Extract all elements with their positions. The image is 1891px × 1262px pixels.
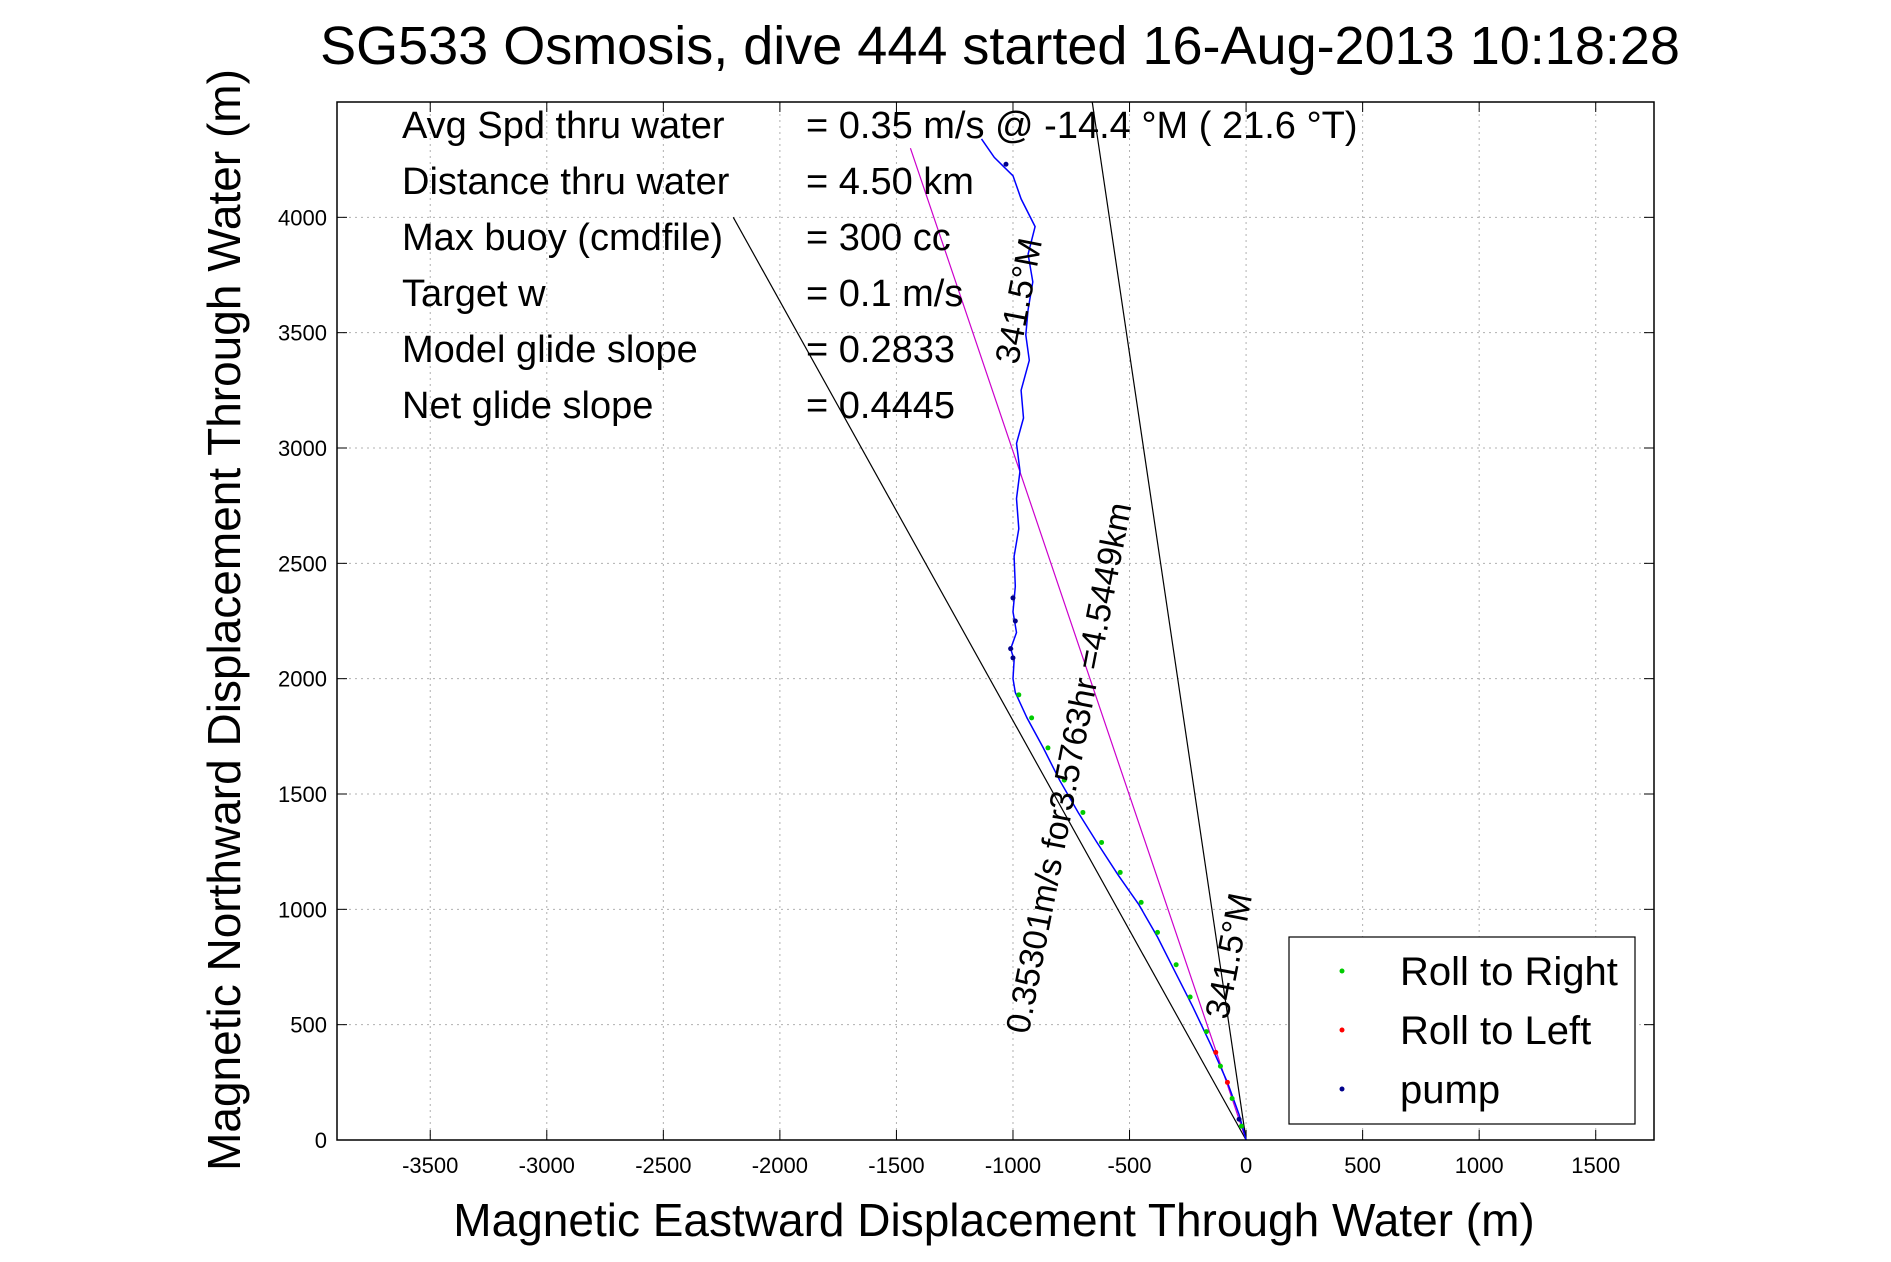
roll-to-right-point (1080, 809, 1086, 815)
y-tick-label: 2000 (278, 667, 327, 692)
stat-value: = 0.4445 (806, 385, 955, 427)
y-tick-label: 3500 (278, 321, 327, 346)
roll-to-right-point (1045, 745, 1051, 751)
stat-value: = 0.2833 (806, 329, 955, 371)
y-tick-label: 1000 (278, 897, 327, 922)
y-axis-label: Magnetic Northward Displacement Through … (198, 69, 250, 1171)
plot-frame (336, 101, 1655, 1141)
roll-to-right-point (1099, 839, 1105, 845)
legend-label-roll-to-right: Roll to Right (1400, 950, 1618, 994)
pump-point (1010, 595, 1016, 601)
stat-value: = 0.35 m/s @ -14.4 °M ( 21.6 °T) (806, 105, 1358, 147)
roll-to-right-point (1061, 777, 1067, 783)
stat-label: Target w (402, 273, 546, 315)
x-tick-label: -2500 (635, 1153, 691, 1178)
x-tick-label: 1000 (1455, 1153, 1504, 1178)
stat-value: = 4.50 km (806, 161, 974, 203)
roll-to-right-point (1238, 1123, 1244, 1129)
roll-to-right-point (1155, 929, 1161, 935)
y-tick-label: 2500 (278, 551, 327, 576)
y-tick-label: 0 (315, 1128, 327, 1153)
roll-to-left-point (1224, 1079, 1230, 1085)
legend: Roll to Right Roll to Left pump (1288, 936, 1636, 1125)
pump-point (1012, 618, 1018, 624)
model-glide-line (732, 217, 1247, 1141)
legend-marker-pump (1339, 1086, 1345, 1092)
pump-point (1236, 1116, 1242, 1122)
roll-to-right-point (1138, 899, 1144, 905)
x-tick-label: 500 (1344, 1153, 1381, 1178)
x-tick-label: 1500 (1571, 1153, 1620, 1178)
heading-label-high: 341.5°M (988, 235, 1050, 367)
heading-line-steep (1091, 101, 1247, 1141)
y-tick-label: 3000 (278, 436, 327, 461)
roll-to-right-point (1217, 1063, 1223, 1069)
axis-ticks: -3500 -3000 -2500 -2000 -1500 -1000 -500 0 500 10… (278, 102, 1654, 1178)
stat-label: Net glide slope (402, 385, 653, 427)
legend-marker-roll-to-right (1339, 968, 1345, 974)
x-tick-label: -3000 (519, 1153, 575, 1178)
stat-label: Max buoy (cmdfile) (402, 217, 723, 259)
roll-to-right-point (1229, 1095, 1235, 1101)
x-tick-label: -2000 (752, 1153, 808, 1178)
along-track-label: 0.35301m/s for3.5763hr =4.5449km (999, 499, 1139, 1036)
legend-marker-roll-to-left (1339, 1027, 1345, 1033)
stat-label: Distance thru water (402, 161, 730, 203)
pump-point (1010, 655, 1016, 661)
roll-to-right-point (1029, 715, 1035, 721)
roll-to-right-point (1173, 962, 1179, 968)
stat-value: = 0.1 m/s (806, 273, 963, 315)
legend-label-pump: pump (1400, 1068, 1500, 1112)
stat-label: Model glide slope (402, 329, 698, 371)
roll-to-right-point (1016, 692, 1022, 698)
x-tick-label: -1500 (868, 1153, 924, 1178)
chart-title: SG533 Osmosis, dive 444 started 16-Aug-2… (320, 16, 1680, 76)
roll-to-right-point (1203, 1029, 1209, 1035)
roll-to-left-point (1213, 1049, 1219, 1055)
heading-line-magenta (909, 147, 1247, 1141)
x-tick-label: -1000 (985, 1153, 1041, 1178)
pump-point (1008, 646, 1014, 652)
x-tick-label: 0 (1240, 1153, 1252, 1178)
x-tick-label: -3500 (402, 1153, 458, 1178)
y-tick-label: 1500 (278, 782, 327, 807)
dive-stats: Avg Spd thru water = 0.35 m/s @ -14.4 °M … (402, 105, 1358, 427)
stat-value: = 300 cc (806, 217, 951, 259)
y-tick-label: 500 (290, 1013, 327, 1038)
roll-to-right-point (1117, 869, 1123, 875)
stat-label: Avg Spd thru water (402, 105, 725, 147)
y-tick-label: 4000 (278, 205, 327, 230)
roll-to-right-point (1187, 994, 1193, 1000)
pump-point (1003, 161, 1009, 167)
legend-label-roll-to-left: Roll to Left (1400, 1009, 1591, 1053)
x-axis-label: Magnetic Eastward Displacement Through W… (453, 1194, 1534, 1246)
legend-box (1288, 936, 1636, 1125)
x-tick-label: -500 (1108, 1153, 1152, 1178)
data-layer (732, 101, 1247, 1141)
